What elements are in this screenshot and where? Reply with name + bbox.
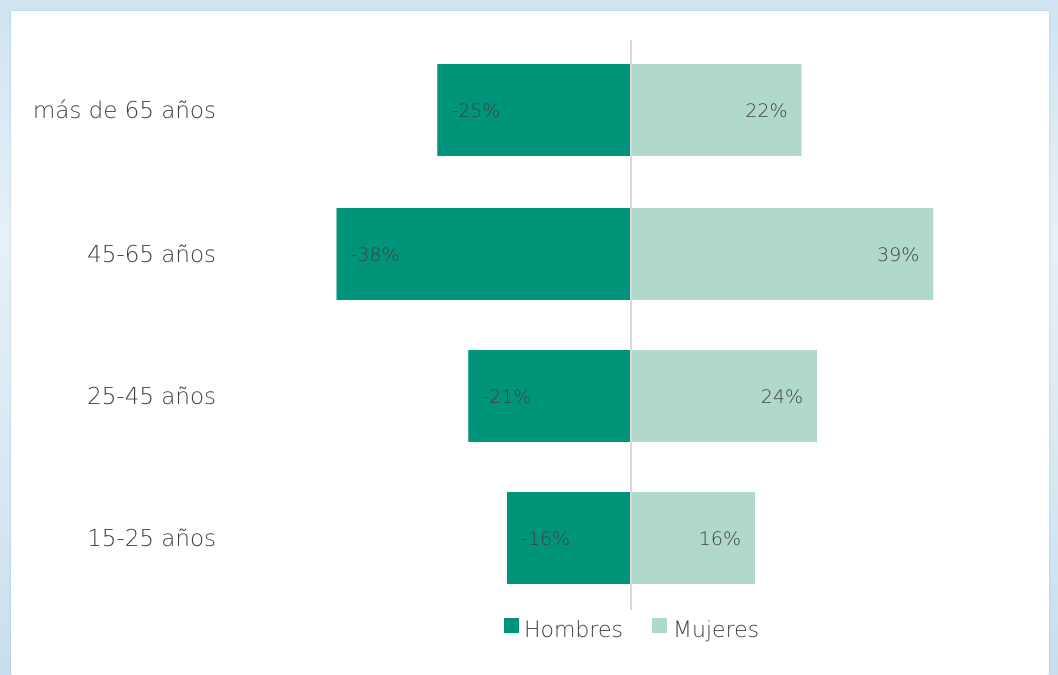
category-label-25-45-a-os: 25-45 años — [87, 384, 216, 410]
value-label-hombres-25-45-a-os: -21% — [482, 386, 531, 408]
value-label-hombres-45-65-a-os: -38% — [351, 244, 400, 266]
bar-hombres-25-45-a-os — [468, 350, 631, 442]
legend-label-hombres: Hombres — [524, 618, 623, 643]
bar-mujeres-45-65-a-os — [631, 208, 934, 300]
value-label-mujeres-m-s-de-65-a-os: 22% — [745, 100, 787, 122]
value-label-hombres-m-s-de-65-a-os: -25% — [451, 100, 500, 122]
bar-mujeres-15-25-a-os — [631, 492, 755, 584]
bar-hombres-m-s-de-65-a-os — [437, 64, 631, 156]
category-label-45-65-a-os: 45-65 años — [87, 242, 216, 268]
legend-swatch-mujeres — [652, 618, 667, 633]
bar-hombres-15-25-a-os — [507, 492, 631, 584]
bars-group — [336, 64, 934, 584]
bar-mujeres-25-45-a-os — [631, 350, 817, 442]
value-label-mujeres-25-45-a-os: 24% — [761, 386, 803, 408]
category-label-15-25-a-os: 15-25 años — [87, 526, 216, 552]
value-label-mujeres-15-25-a-os: 16% — [699, 528, 741, 550]
value-label-mujeres-45-65-a-os: 39% — [877, 244, 919, 266]
value-label-hombres-15-25-a-os: -16% — [521, 528, 570, 550]
bar-hombres-45-65-a-os — [336, 208, 631, 300]
bar-mujeres-m-s-de-65-a-os — [631, 64, 802, 156]
labels-group: más de 65 años -25% 22% 45-65 años -38% 39% 25… — [33, 98, 919, 552]
category-label-m-s-de-65-a-os: más de 65 años — [33, 98, 216, 124]
legend: Hombres Mujeres — [504, 618, 759, 643]
legend-label-mujeres: Mujeres — [673, 618, 759, 643]
legend-swatch-hombres — [504, 618, 519, 633]
